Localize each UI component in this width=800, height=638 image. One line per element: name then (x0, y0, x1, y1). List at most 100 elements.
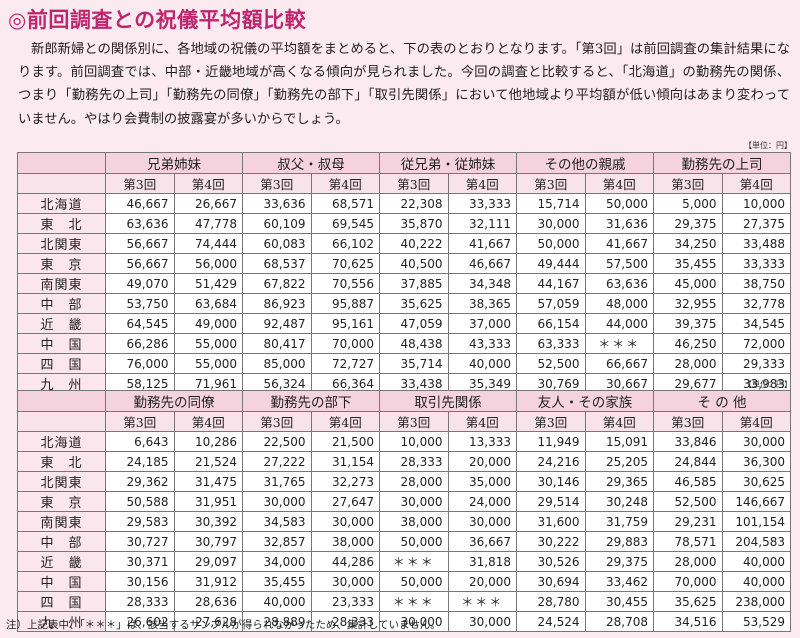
value-cell: 32,778 (721, 293, 791, 314)
value-cell: 31,759 (584, 511, 654, 532)
unit-label-2: 【単位：円】 (744, 380, 792, 389)
corner-cell (17, 173, 106, 194)
value-cell: 30,371 (105, 551, 175, 572)
value-cell: 66,102 (310, 233, 380, 254)
round-header: 第3回 (653, 411, 723, 432)
value-cell: 30,000 (379, 611, 449, 632)
table-row: 近 畿 64,545 49,000 92,487 95,161 47,059 37,000 6… (17, 313, 791, 334)
value-cell: 76,000 (105, 353, 175, 374)
region-label: 中 国 (17, 333, 106, 354)
value-cell: 30,146 (516, 471, 586, 492)
table-row: 九 州 58,125 71,961 56,324 66,364 33,438 35,349 3… (17, 373, 791, 394)
value-cell: 50,000 (516, 233, 586, 254)
value-cell: 28,000 (653, 551, 723, 572)
value-cell: 33,846 (653, 431, 723, 452)
value-cell: 57,500 (584, 253, 654, 274)
region-label: 九 州 (17, 373, 106, 394)
round-header: 第4回 (173, 411, 243, 432)
value-cell: 27,222 (242, 451, 312, 472)
value-cell: 33,333 (447, 193, 517, 214)
table-row: 北関東 29,362 31,475 31,765 32,273 28,000 35,000 3… (17, 471, 791, 492)
value-cell: 30,248 (584, 491, 654, 512)
value-cell: 66,154 (516, 313, 586, 334)
value-cell: 63,636 (584, 273, 654, 294)
group-header-row: 勤務先の同僚 勤務先の部下 取引先関係 友人・その家族そ の 他 (17, 390, 791, 412)
round-header: 第4回 (173, 173, 243, 194)
value-cell: 72,000 (721, 333, 791, 354)
value-cell: 34,583 (242, 511, 312, 532)
table-row: 四 国 28,333 28,636 40,000 23,333 ＊＊＊ ＊＊＊ 28,780 3… (17, 591, 791, 612)
value-cell: 31,636 (584, 213, 654, 234)
value-cell: 70,000 (653, 571, 723, 592)
table-row: 北関東 56,667 74,444 60,083 66,102 40,222 41,667 5… (17, 233, 791, 254)
value-cell: 49,070 (105, 273, 175, 294)
table-row: 中 国 30,156 31,912 35,455 30,000 50,000 20,000 3… (17, 571, 791, 592)
value-cell: 29,375 (653, 213, 723, 234)
value-cell: 33,438 (379, 373, 449, 394)
value-cell: 60,109 (242, 213, 312, 234)
value-cell: 25,205 (584, 451, 654, 472)
value-cell: 24,185 (105, 451, 175, 472)
value-cell: 51,429 (173, 273, 243, 294)
value-cell: 52,500 (516, 353, 586, 374)
value-cell: 6,643 (105, 431, 175, 452)
table-row: 中 部 30,727 30,797 32,857 38,000 50,000 36,667 3… (17, 531, 791, 552)
round-header: 第4回 (447, 411, 517, 432)
value-cell: 35,000 (447, 471, 517, 492)
value-cell: 26,602 (105, 611, 175, 632)
value-cell: 40,500 (379, 253, 449, 274)
value-cell: 35,714 (379, 353, 449, 374)
round-header: 第3回 (379, 411, 449, 432)
region-label: 東 京 (17, 491, 106, 512)
value-cell: 33,462 (584, 571, 654, 592)
value-cell: 24,524 (516, 611, 586, 632)
value-cell: 78,571 (653, 531, 723, 552)
value-cell: 69,545 (310, 213, 380, 234)
region-label: 東 北 (17, 213, 106, 234)
sub-header-row: 第3回 第4回 第3回 第4回 第3回 第4回 第3回 第4回 第3回 第4回 (17, 411, 791, 432)
value-cell: 30,000 (516, 213, 586, 234)
value-cell: 58,125 (105, 373, 175, 394)
value-cell: ＊＊＊ (379, 591, 449, 612)
group-header: 勤務先の上司 (653, 152, 791, 174)
region-label: 四 国 (17, 353, 106, 374)
value-cell: 37,000 (447, 313, 517, 334)
value-cell: 48,000 (584, 293, 654, 314)
value-cell: 56,000 (173, 253, 243, 274)
value-cell: 28,708 (584, 611, 654, 632)
value-cell: 28,333 (379, 451, 449, 472)
value-cell: 32,955 (653, 293, 723, 314)
value-cell: 38,000 (310, 531, 380, 552)
value-cell: 50,000 (584, 193, 654, 214)
group-header: 叔父・叔母 (242, 152, 380, 174)
value-cell: 30,000 (379, 491, 449, 512)
value-cell: 47,778 (173, 213, 243, 234)
round-header: 第3回 (105, 411, 175, 432)
value-cell: 21,500 (310, 431, 380, 452)
sub-header-row: 第3回 第4回 第3回 第4回 第3回 第4回 第3回 第4回 第3回 第4回 (17, 173, 791, 194)
value-cell: 13,333 (447, 431, 517, 452)
value-cell: 29,362 (105, 471, 175, 492)
value-cell: 30,000 (242, 491, 312, 512)
value-cell: 20,000 (447, 451, 517, 472)
value-cell: 29,097 (173, 551, 243, 572)
region-label: 九 州 (17, 611, 106, 632)
value-cell: 45,000 (653, 273, 723, 294)
value-cell: 24,000 (447, 491, 517, 512)
value-cell: 35,455 (653, 253, 723, 274)
footnote: 注）上記表中、「＊＊＊」は、該当するサンプルが得られなかったため、集計していませ… (6, 619, 441, 631)
group-header-row: 兄弟姉妹 叔父・叔母 従兄弟・従姉妹 その他の親戚 勤務先の上司 (17, 152, 791, 174)
round-header: 第4回 (584, 411, 654, 432)
value-cell: 46,585 (653, 471, 723, 492)
value-cell: 31,765 (242, 471, 312, 492)
region-label: 南関東 (17, 511, 106, 532)
value-cell: 30,000 (447, 511, 517, 532)
value-cell: 49,000 (173, 313, 243, 334)
value-cell: 30,625 (721, 471, 791, 492)
value-cell: 204,583 (721, 531, 791, 552)
value-cell: 33,636 (242, 193, 312, 214)
value-cell: 63,333 (516, 333, 586, 354)
table-row: 東 京 56,667 56,000 68,537 70,625 40,500 46,667 4… (17, 253, 791, 274)
table-row: 東 京 50,588 31,951 30,000 27,647 30,000 24,000 2… (17, 491, 791, 512)
value-cell: 34,545 (721, 313, 791, 334)
